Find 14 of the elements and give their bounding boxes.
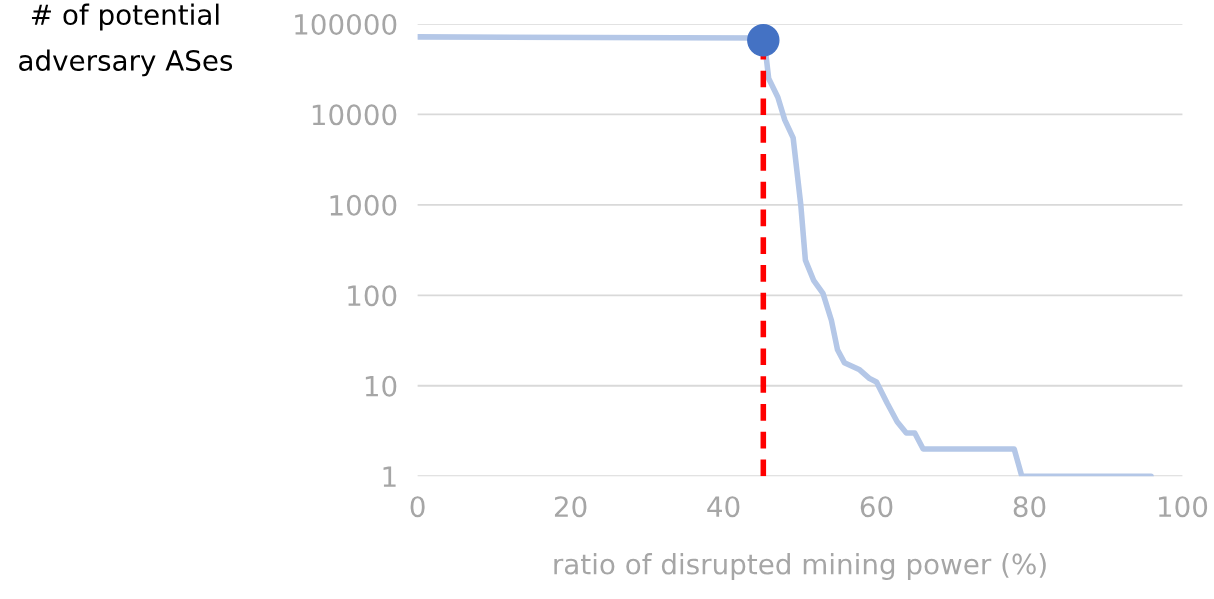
y-tick-label: 100000 <box>295 13 397 35</box>
y-tick-label: 1 <box>383 466 396 487</box>
x-tick-label: 40 <box>707 496 740 518</box>
y-tick-label: 100 <box>348 285 397 307</box>
y-tick-label: 10000 <box>312 104 397 126</box>
y-axis-title: # of potential adversary ASes <box>19 3 233 77</box>
x-tick-label: 20 <box>554 496 587 518</box>
x-tick-label: 100 <box>1158 496 1208 518</box>
x-tick-label: 0 <box>410 496 425 518</box>
x-tick-label: 60 <box>860 496 893 518</box>
x-axis-title: ratio of disrupted mining power (%) <box>554 553 1046 580</box>
y-tick-label: 10 <box>365 375 397 397</box>
x-tick-label: 80 <box>1013 496 1046 518</box>
y-tick-label: 1000 <box>330 194 397 216</box>
